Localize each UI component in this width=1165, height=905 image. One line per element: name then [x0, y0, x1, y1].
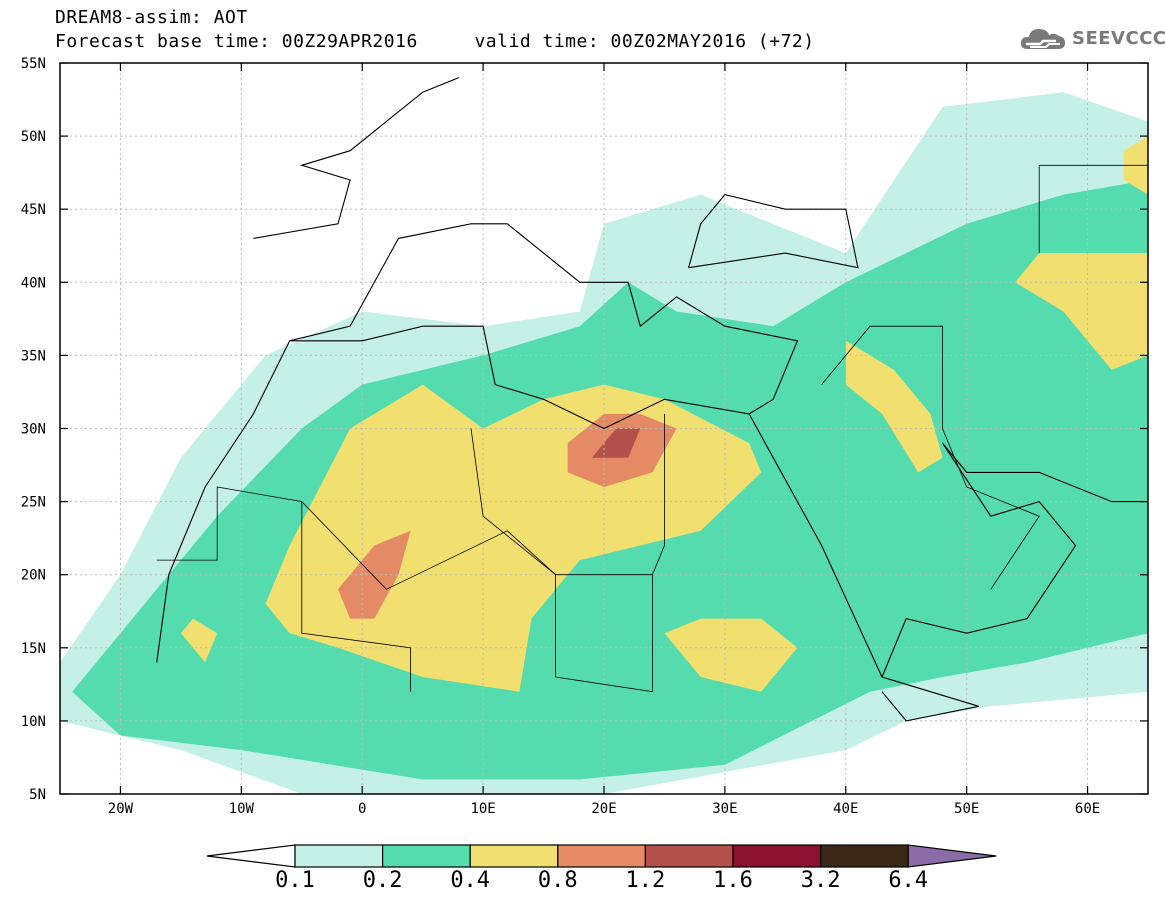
colorbar-level-label: 0.2	[362, 868, 403, 893]
lon-label: 10W	[229, 801, 255, 817]
coastlines	[156, 77, 1148, 722]
lon-label: 0	[358, 801, 366, 817]
colorbar-level-label: 0.1	[275, 868, 315, 893]
axis-ticks	[60, 62, 1148, 795]
map-title: DREAM8-assim: AOT	[55, 7, 248, 28]
colorbar-segment	[469, 844, 559, 868]
lat-label: 20N	[21, 568, 46, 584]
lat-label: 25N	[21, 495, 46, 511]
colorbar-level-label: 0.8	[537, 868, 578, 893]
lat-label: 30N	[21, 422, 46, 438]
logo-text: SEEVCCC	[1072, 27, 1165, 49]
lon-label: 40E	[833, 801, 858, 817]
colorbar-segment	[732, 844, 822, 868]
map-subtitle: Forecast base time: 00Z29APR2016 valid t…	[55, 32, 815, 52]
logo: SEEVCCC	[1018, 23, 1165, 53]
coastline	[253, 77, 460, 239]
colorbar-segment	[382, 844, 471, 868]
lon-label: 50E	[954, 801, 979, 817]
colorbar-segment	[557, 844, 646, 868]
aot-contour-0.4	[1015, 253, 1148, 370]
lat-label: 55N	[21, 56, 46, 72]
colorbar-segment	[819, 844, 909, 868]
aot-contour-0.4	[180, 618, 218, 663]
lon-label: 30E	[712, 801, 737, 817]
coastline	[688, 193, 859, 269]
colorbar-level-label: 6.4	[888, 868, 929, 893]
lat-label: 35N	[21, 348, 46, 364]
aot-contour-1.2	[591, 428, 641, 458]
colorbar-level-label: 1.6	[713, 868, 753, 893]
lat-label: 15N	[21, 641, 46, 657]
colorbar-level-label: 3.2	[800, 868, 841, 893]
valid-time: valid time: 00Z02MAY2016 (+72)	[474, 31, 815, 52]
colorbar-over-triangle	[907, 844, 997, 868]
lat-label: 45N	[21, 202, 46, 218]
lon-label: 10E	[470, 801, 495, 817]
lat-label: 40N	[21, 275, 46, 291]
longitude-labels: 20W 10W 0 10E 20E 30E 40E 50E 60E	[108, 801, 1100, 817]
colorbar	[206, 844, 997, 868]
lat-label: 50N	[21, 129, 46, 145]
colorbar-level-label: 0.4	[450, 868, 491, 893]
cloud-icon	[1020, 29, 1065, 49]
lon-label: 20W	[108, 801, 134, 817]
colorbar-level-label: 1.2	[625, 868, 666, 893]
forecast-base-time: Forecast base time: 00Z29APR2016	[55, 31, 418, 52]
lat-label: 5N	[29, 787, 46, 803]
country-border	[1038, 164, 1148, 254]
colorbar-under-triangle	[206, 844, 296, 868]
aot-contour-0.4	[845, 340, 943, 473]
latitude-labels: 55N 50N 45N 40N 35N 30N 25N 20N 15N 10N 5N	[21, 56, 46, 803]
colorbar-segment	[294, 844, 384, 868]
country-border	[470, 428, 653, 693]
lon-label: 60E	[1075, 801, 1100, 817]
lat-label: 10N	[21, 714, 46, 730]
lon-label: 20E	[591, 801, 616, 817]
country-border	[821, 325, 1040, 590]
aot-contour-0.4	[664, 618, 798, 692]
coastline	[289, 223, 799, 430]
colorbar-segment	[644, 844, 734, 868]
coastline	[156, 340, 291, 663]
aot-contour-0.8	[338, 530, 411, 619]
coastline	[881, 442, 1148, 678]
